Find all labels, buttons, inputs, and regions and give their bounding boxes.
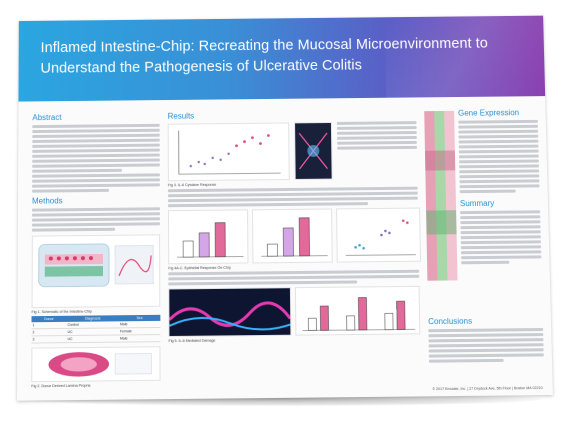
results-row-1: [168, 121, 418, 181]
heading-conclusions: Conclusions: [428, 316, 543, 326]
heading-summary: Summary: [460, 198, 540, 208]
figure-bar-chart-a: [168, 209, 248, 264]
figure-bar-chart-b: [252, 208, 333, 263]
column-middle: Results: [168, 109, 421, 345]
figure-bar-chart-c: [295, 286, 420, 336]
column-left: Abstract Methods Fig 1. Schematic: [31, 112, 160, 390]
dot-plot-graphic: [337, 209, 420, 262]
figure-lamina-propria: [31, 346, 160, 382]
fluorescence-image-graphic: [169, 288, 290, 336]
heatmap-graphic: [424, 111, 457, 281]
donor-table: Donor Diagnosis Sex 1 Control Male 2 UC …: [31, 315, 160, 344]
bar-chart-c-graphic: [296, 287, 419, 335]
methods-text: [32, 207, 160, 231]
conclusions-text: [428, 328, 544, 363]
results-paragraph: [168, 187, 418, 208]
results-paragraph-2: [168, 270, 419, 286]
heading-abstract: Abstract: [32, 112, 159, 122]
results-row-3: [168, 286, 420, 337]
abstract-text: [32, 124, 160, 193]
conclusions-block: Conclusions: [428, 316, 544, 365]
heading-results: Results: [168, 109, 417, 120]
lamina-propria-graphic: [32, 347, 159, 381]
figure-dot-plot: [336, 208, 421, 263]
bar-chart-a-graphic: [169, 210, 247, 263]
results-row-2: [168, 208, 419, 265]
summary-text: [460, 210, 541, 264]
heading-gene-expression: Gene Expression: [458, 108, 538, 118]
figure-cytokine-plot: [168, 122, 290, 181]
column-right: Gene Expression Summary: [458, 108, 542, 266]
heading-methods: Methods: [32, 195, 160, 205]
cytokine-scatter-plot: [169, 123, 289, 180]
chip-schematic-graphic: [33, 235, 160, 307]
caption-fig2: Fig 2. Donor Derived Lamina Propria: [31, 383, 160, 388]
poster-footer: © 2017 Emulate, Inc. | 27 Drydock Ave, 5…: [432, 386, 542, 391]
figure-chip-image: [294, 122, 333, 180]
figure-chip-schematic: [32, 234, 161, 308]
gene-expression-text: [458, 120, 539, 193]
chip-microscopy-graphic: [295, 123, 332, 179]
poster-title: Inflamed Intestine-Chip: Recreating the …: [40, 33, 526, 79]
results-text-1: [337, 121, 418, 179]
title-banner: Inflamed Intestine-Chip: Recreating the …: [19, 16, 546, 102]
caption-fig1: Fig 1. Schematic of the Intestine-Chip: [32, 309, 161, 314]
bar-chart-b-graphic: [253, 209, 332, 262]
poster: Inflamed Intestine-Chip: Recreating the …: [17, 16, 553, 401]
table-row: 3 UC Male: [31, 335, 160, 343]
figure-fluorescence: [168, 287, 291, 337]
gene-heatmap: [424, 111, 457, 281]
